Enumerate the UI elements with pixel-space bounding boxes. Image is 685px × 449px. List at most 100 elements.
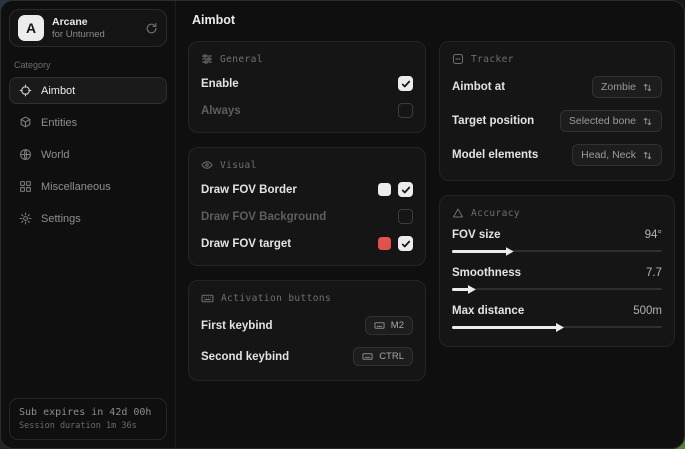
sidebar-item-settings[interactable]: Settings bbox=[9, 205, 167, 232]
accuracy-card: Accuracy FOV size 94° Smoothness bbox=[439, 195, 675, 347]
session-duration-text: Session duration 1m 36s bbox=[19, 421, 137, 432]
slider-value: 7.7 bbox=[646, 267, 662, 279]
fov-border-checkbox[interactable] bbox=[398, 182, 413, 197]
sub-expiry-text: Sub expires in 42d 00h bbox=[19, 407, 152, 419]
setting-row-always: Always bbox=[201, 97, 413, 124]
setting-row-aimbot-at: Aimbot at Zombie bbox=[452, 70, 662, 104]
setting-label: Enable bbox=[201, 77, 239, 90]
sidebar-item-miscellaneous[interactable]: Miscellaneous bbox=[9, 173, 167, 200]
color-swatch[interactable] bbox=[378, 237, 391, 250]
setting-row-model-elements: Model elements Head, Neck bbox=[452, 138, 662, 172]
slider-thumb[interactable] bbox=[505, 247, 514, 256]
scan-box-icon bbox=[452, 53, 464, 65]
activation-card: Activation buttons First keybind M2 Seco… bbox=[188, 280, 426, 381]
setting-row-enable: Enable bbox=[201, 70, 413, 97]
setting-label: Always bbox=[201, 104, 241, 117]
sidebar-item-label: Entities bbox=[41, 116, 78, 129]
card-title: Activation buttons bbox=[221, 293, 332, 304]
second-keybind-button[interactable]: CTRL bbox=[353, 347, 413, 366]
setting-row-max-distance: Max distance 500m bbox=[452, 300, 662, 338]
slider-value: 94° bbox=[644, 229, 662, 241]
slider-thumb[interactable] bbox=[556, 323, 564, 332]
setting-label: Aimbot at bbox=[452, 81, 506, 93]
main-area: Aimbot General Enable bbox=[176, 1, 684, 448]
setting-label: Second keybind bbox=[201, 350, 290, 363]
model-elements-select[interactable]: Head, Neck bbox=[572, 144, 662, 166]
sidebar-item-label: Aimbot bbox=[41, 84, 76, 97]
setting-row-fov-background: Draw FOV Background bbox=[201, 203, 413, 230]
setting-label: First keybind bbox=[201, 319, 273, 332]
fov-size-slider[interactable] bbox=[452, 245, 662, 257]
keyboard-icon bbox=[374, 320, 385, 331]
triangle-icon bbox=[452, 207, 464, 219]
card-title: General bbox=[220, 53, 263, 65]
card-title: Visual bbox=[220, 159, 257, 171]
setting-label: Target position bbox=[452, 115, 535, 127]
setting-row-fov-size: FOV size 94° bbox=[452, 224, 662, 262]
slider-value: 500m bbox=[633, 305, 662, 317]
up-down-arrows-icon bbox=[642, 150, 653, 161]
card-title: Tracker bbox=[471, 53, 514, 65]
setting-row-first-keybind: First keybind M2 bbox=[201, 310, 413, 341]
sidebar-item-aimbot[interactable]: Aimbot bbox=[9, 77, 167, 104]
enable-checkbox[interactable] bbox=[398, 76, 413, 91]
smoothness-slider[interactable] bbox=[452, 283, 662, 295]
first-keybind-button[interactable]: M2 bbox=[364, 316, 413, 335]
app-header: A Arcane for Unturned bbox=[9, 9, 167, 47]
eye-icon bbox=[201, 159, 213, 171]
keybind-value: CTRL bbox=[379, 351, 404, 362]
category-label: Category bbox=[14, 60, 51, 70]
app-subtitle: for Unturned bbox=[52, 28, 105, 40]
setting-label: Smoothness bbox=[452, 267, 522, 279]
target-position-select[interactable]: Selected bone bbox=[559, 110, 662, 132]
setting-label: Max distance bbox=[452, 305, 525, 317]
max-distance-slider[interactable] bbox=[452, 321, 662, 333]
setting-row-second-keybind: Second keybind CTRL bbox=[201, 341, 413, 372]
sliders-icon bbox=[201, 53, 213, 65]
setting-label: Draw FOV target bbox=[201, 237, 292, 250]
setting-row-fov-border: Draw FOV Border bbox=[201, 176, 413, 203]
up-down-arrows-icon bbox=[642, 116, 653, 127]
setting-row-target-position: Target position Selected bone bbox=[452, 104, 662, 138]
fov-target-checkbox[interactable] bbox=[398, 236, 413, 251]
keyboard-icon bbox=[362, 351, 373, 362]
color-swatch[interactable] bbox=[378, 183, 391, 196]
sidebar: A Arcane for Unturned Category Aimbot bbox=[1, 1, 176, 448]
setting-label: Draw FOV Border bbox=[201, 183, 297, 196]
world-icon bbox=[19, 148, 32, 161]
sidebar-item-label: World bbox=[41, 148, 70, 161]
settings-gear-icon bbox=[19, 212, 32, 225]
miscellaneous-icon bbox=[19, 180, 32, 193]
subscription-info: Sub expires in 42d 00h Session duration … bbox=[9, 398, 167, 440]
select-value: Selected bone bbox=[568, 115, 636, 127]
entities-icon bbox=[19, 116, 32, 129]
slider-thumb[interactable] bbox=[467, 285, 476, 294]
sidebar-item-world[interactable]: World bbox=[9, 141, 167, 168]
fov-background-checkbox[interactable] bbox=[398, 209, 413, 224]
up-down-arrows-icon bbox=[642, 82, 653, 93]
keybind-value: M2 bbox=[390, 320, 404, 331]
card-title: Accuracy bbox=[471, 207, 520, 219]
page-title: Aimbot bbox=[192, 13, 236, 27]
setting-label: FOV size bbox=[452, 229, 501, 241]
always-checkbox[interactable] bbox=[398, 103, 413, 118]
general-card: General Enable Always bbox=[188, 41, 426, 133]
keyboard-icon bbox=[201, 292, 214, 305]
app-logo: A bbox=[18, 15, 44, 41]
setting-row-fov-target: Draw FOV target bbox=[201, 230, 413, 257]
setting-row-smoothness: Smoothness 7.7 bbox=[452, 262, 662, 300]
app-name: Arcane bbox=[52, 15, 88, 28]
sidebar-item-label: Miscellaneous bbox=[41, 180, 111, 193]
visual-card: Visual Draw FOV Border Draw FOV Backgrou… bbox=[188, 147, 426, 266]
setting-label: Draw FOV Background bbox=[201, 210, 327, 223]
select-value: Head, Neck bbox=[581, 149, 636, 161]
refresh-icon[interactable] bbox=[145, 22, 158, 35]
setting-label: Model elements bbox=[452, 149, 539, 161]
tracker-card: Tracker Aimbot at Zombie Target position bbox=[439, 41, 675, 181]
select-value: Zombie bbox=[600, 81, 636, 93]
sidebar-item-label: Settings bbox=[41, 212, 81, 225]
sidebar-item-entities[interactable]: Entities bbox=[9, 109, 167, 136]
aimbot-at-select[interactable]: Zombie bbox=[591, 76, 662, 98]
crosshair-icon bbox=[19, 84, 32, 97]
